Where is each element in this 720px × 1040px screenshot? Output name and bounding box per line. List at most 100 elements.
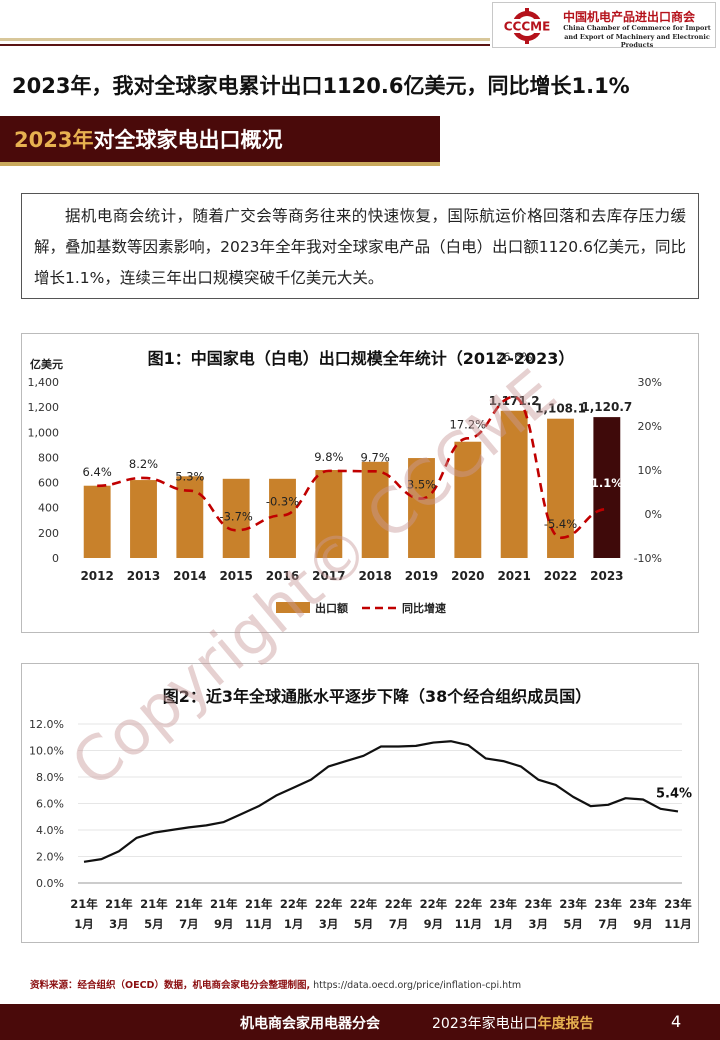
chart2-xtick-year: 23年 [559, 897, 587, 911]
chart2-xtick-year: 21年 [175, 897, 203, 911]
chart2-xtick-month: 11月 [245, 917, 273, 931]
chart2-xtick-year: 22年 [455, 897, 483, 911]
chart1-ytick-right: 20% [638, 420, 662, 433]
chart1-xtick: 2016 [266, 569, 299, 583]
chart2-xtick-month: 9月 [424, 917, 444, 931]
rate-label: 5.3% [175, 470, 204, 484]
summary-box: 据机电商会统计，随着广交会等商务往来的快速恢复，国际航运价格回落和去库存压力缓解… [21, 193, 699, 299]
chart1-ytick-left: 0 [52, 552, 59, 565]
chart1-xtick: 2023 [590, 569, 623, 583]
bar-2014 [176, 476, 204, 558]
chart1-ytick-left: 600 [38, 477, 59, 490]
bar-2016 [269, 478, 296, 558]
rate-label: 8.2% [129, 457, 158, 471]
chart2-title: 图2：近3年全球通胀水平逐步下降（38个经合组织成员国） [163, 687, 592, 706]
bar-2013 [130, 480, 157, 558]
chart2-ytick: 6.0% [36, 798, 64, 811]
bar-value-label: 1,120.7 [581, 400, 632, 414]
footer-report-title: 2023年家电出口年度报告 [432, 1016, 594, 1032]
chart1-xtick: 2018 [358, 569, 391, 583]
chart1-ytick-left: 1,000 [28, 426, 60, 439]
chart2-xtick-year: 21年 [245, 897, 273, 911]
chart2-xtick-month: 1月 [494, 917, 514, 931]
bar-2022 [547, 418, 574, 558]
bar-2019 [408, 458, 435, 558]
chart2-xtick-month: 3月 [109, 917, 129, 931]
bar-value-label: 1,108.1 [535, 402, 586, 416]
chart2-xtick-month: 11月 [455, 917, 483, 931]
data-source-note: 资料来源：经合组织（OECD）数据，机电商会家电分会整理制图, https://… [30, 980, 522, 991]
bar-2021 [500, 410, 528, 558]
chart1-xtick: 2013 [127, 569, 160, 583]
chart2-xtick-year: 23年 [594, 897, 622, 911]
bar-value-label: 1,171.2 [489, 394, 540, 408]
rate-label: -0.3% [266, 494, 299, 508]
chart1-svg: 图1：中国家电（白电）出口规模全年统计（2012-2023） 亿美元 0 200 400… [28, 349, 663, 615]
chart1-ytick-left: 1,400 [28, 376, 60, 389]
bar-2018 [361, 461, 389, 558]
summary-paragraph: 据机电商会统计，随着广交会等商务往来的快速恢复，国际航运价格回落和去库存压力缓解… [34, 207, 686, 287]
chart2-xtick-year: 22年 [280, 897, 308, 911]
chart2-ytick: 8.0% [36, 771, 64, 784]
chart1-xtick: 2012 [80, 569, 113, 583]
chart2-ytick: 0.0% [36, 877, 64, 890]
rate-label: 1.1% [591, 476, 623, 490]
chart2-xtick-year: 23年 [664, 897, 692, 911]
rate-label: 6.4% [83, 465, 112, 479]
page-footer: 机电商会家用电器分会 2023年家电出口年度报告 4 [0, 1004, 720, 1040]
chart1-xtick: 2014 [173, 569, 206, 583]
chart2-xtick-year: 23年 [524, 897, 552, 911]
chart2-xtick-year: 22年 [385, 897, 413, 911]
chart-export-scale: 图1：中国家电（白电）出口规模全年统计（2012-2023） 亿美元 0 200 400… [21, 333, 699, 633]
chart2-xtick-year: 21年 [105, 897, 133, 911]
chart-inflation: 图2：近3年全球通胀水平逐步下降（38个经合组织成员国） 0.0% 2.0% 4.0%… [21, 663, 699, 943]
logo-abbr: CCCME [504, 20, 551, 34]
chart1-ytick-left: 800 [38, 451, 59, 464]
cccme-logo: CCCME 中国机电产品进出口商会 China Chamber of Comme… [492, 2, 716, 49]
chart2-xtick-year: 21年 [210, 897, 238, 911]
chart1-ytick-left: 200 [38, 527, 59, 540]
bar-2015 [222, 478, 250, 558]
chart1-ylabel: 亿美元 [30, 357, 63, 371]
rate-label: -3.7% [219, 509, 252, 523]
chart2-xtick-month: 7月 [598, 917, 618, 931]
logo-en-text: China Chamber of Commerce for Import and… [563, 24, 711, 49]
chart1-ytick-left: 400 [38, 502, 59, 515]
chart2-xtick-year: 21年 [70, 897, 98, 911]
chart2-xtick-year: 23年 [629, 897, 657, 911]
legend-bar-label: 出口额 [315, 601, 348, 615]
chart2-xtick-month: 5月 [354, 917, 374, 931]
rate-label: 3.5% [407, 478, 436, 492]
chart2-xtick-year: 22年 [420, 897, 448, 911]
rate-label: -5.4% [544, 517, 577, 531]
section-banner-stripe [0, 162, 440, 166]
section-banner: 2023年对全球家电出口概况 [0, 116, 440, 162]
rate-label: 9.8% [314, 450, 343, 464]
rate-label: 17.2% [450, 417, 487, 431]
chart2-xtick-month: 3月 [319, 917, 339, 931]
rate-label: 26.6% [496, 350, 533, 364]
rate-label: 9.7% [361, 450, 390, 464]
chart1-title: 图1：中国家电（白电）出口规模全年统计（2012-2023） [148, 349, 575, 368]
bar-2023 [593, 417, 621, 558]
chart1-ytick-right: 0% [645, 508, 662, 521]
legend-line-label: 同比增速 [402, 601, 446, 615]
chart1-xtick: 2017 [312, 569, 345, 583]
chart2-xtick-month: 5月 [563, 917, 583, 931]
chart1-ytick-right: -10% [634, 552, 662, 565]
chart1-ytick-right: 30% [638, 376, 662, 389]
chart2-xtick-year: 22年 [350, 897, 378, 911]
chart2-xtick-month: 1月 [74, 917, 94, 931]
cccme-emblem-icon: CCCME [497, 8, 557, 44]
chart2-ytick: 4.0% [36, 824, 64, 837]
chart2-xtick-year: 21年 [140, 897, 168, 911]
chart2-xtick-month: 9月 [633, 917, 653, 931]
header-rule [0, 38, 490, 41]
page-number: 4 [671, 1012, 682, 1031]
growth-rate-line [97, 395, 607, 540]
chart2-ytick: 2.0% [36, 851, 64, 864]
legend-bar-swatch [276, 602, 310, 613]
chart2-xtick-month: 9月 [214, 917, 234, 931]
chart2-xtick-month: 7月 [179, 917, 199, 931]
chart2-ytick: 10.0% [29, 745, 64, 758]
